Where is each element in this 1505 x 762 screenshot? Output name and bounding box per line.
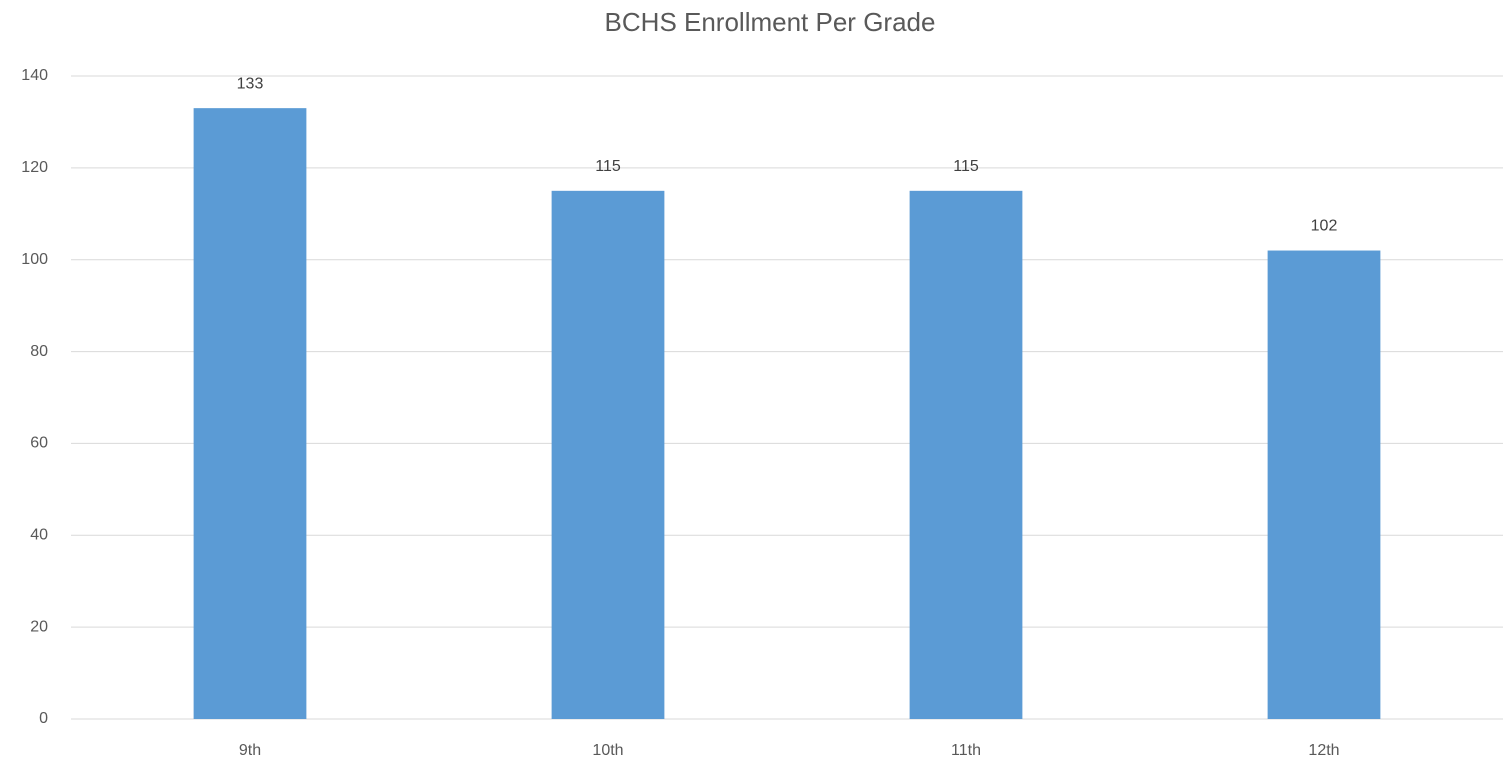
x-tick-label: 10th <box>592 742 623 759</box>
bar <box>551 190 665 720</box>
data-label: 115 <box>595 158 621 175</box>
bar <box>193 108 307 719</box>
bar <box>1267 250 1381 719</box>
data-label: 133 <box>237 75 264 92</box>
y-tick-label: 140 <box>21 67 48 84</box>
y-tick-label: 80 <box>30 343 48 360</box>
x-tick-label: 12th <box>1308 742 1339 759</box>
y-tick-label: 0 <box>39 710 48 727</box>
data-label: 102 <box>1311 218 1338 235</box>
y-tick-label: 100 <box>21 251 48 268</box>
y-tick-label: 120 <box>21 159 48 176</box>
bar <box>909 190 1023 720</box>
y-tick-label: 40 <box>30 527 48 544</box>
x-tick-label: 11th <box>951 742 981 759</box>
y-tick-label: 60 <box>30 435 48 452</box>
chart-title: BCHS Enrollment Per Grade <box>605 7 936 37</box>
y-tick-label: 20 <box>30 618 48 635</box>
data-label: 115 <box>953 158 979 175</box>
x-tick-label: 9th <box>239 742 261 759</box>
